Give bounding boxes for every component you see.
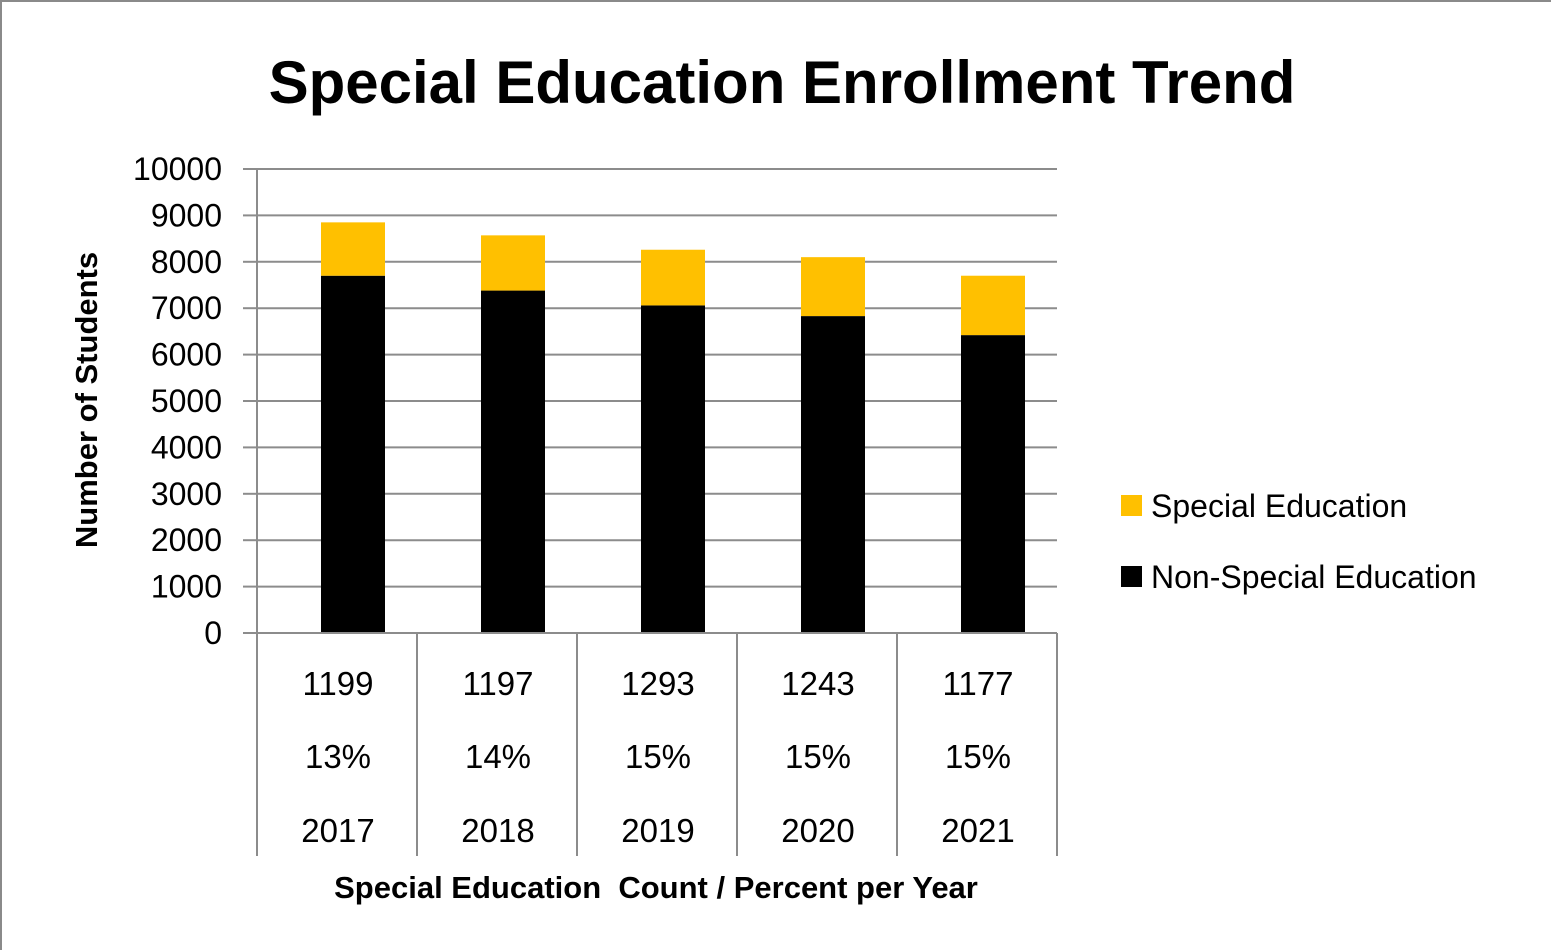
category-year-label: 2019 [621,812,694,849]
y-tick-label: 3000 [151,476,222,512]
legend-label: Non-Special Education [1151,559,1477,595]
category-count-label: 1293 [621,665,694,702]
y-tick-label: 8000 [151,244,222,280]
y-tick-label: 0 [204,615,222,651]
bar-non-special-education-2018 [481,290,545,633]
category-count-label: 1243 [781,665,854,702]
x-axis-title: Special Education Count / Percent per Ye… [334,870,978,905]
y-tick-label: 4000 [151,429,222,465]
bar-non-special-education-2019 [641,305,705,633]
y-tick-label: 1000 [151,569,222,605]
y-tick-labels: 0 1000 2000 3000 4000 5000 6000 7000 8000 9000 100… [133,151,222,651]
bars [321,222,1025,633]
legend-swatch [1121,566,1142,587]
bar-non-special-education-2020 [801,316,865,633]
axes [256,169,1058,856]
bar-non-special-education-2021 [961,335,1025,633]
y-tick-label: 9000 [151,197,222,233]
bar-special-education-2021 [961,275,1025,336]
category-year-label: 2018 [461,812,534,849]
y-tick-label: 10000 [133,151,222,187]
bar-special-education-2017 [321,222,385,276]
y-tick-label: 6000 [151,337,222,373]
category-year-label: 2021 [941,812,1014,849]
bar-special-education-2018 [481,235,545,291]
category-count-label: 1197 [463,665,534,702]
category-count-label: 1199 [303,665,374,702]
category-percent-label: 15% [945,738,1011,775]
y-axis-title: Number of Students [69,252,104,548]
category-labels: 1199 13% 2017 1197 14% 2018 1293 15% 2019 1243 15%… [301,665,1014,849]
y-tick-label: 2000 [151,522,222,558]
category-year-label: 2017 [301,812,374,849]
category-percent-label: 13% [305,738,371,775]
bar-special-education-2019 [641,249,705,306]
bar-non-special-education-2017 [321,275,385,633]
bar-special-education-2020 [801,257,865,317]
category-percent-label: 14% [465,738,531,775]
y-tick-label: 5000 [151,383,222,419]
chart-title: Special Education Enrollment Trend [269,49,1296,116]
category-percent-label: 15% [785,738,851,775]
category-year-label: 2020 [781,812,854,849]
legend-label: Special Education [1151,488,1407,524]
legend-swatch [1121,495,1142,516]
category-percent-label: 15% [625,738,691,775]
legend: Special Education Non-Special Education [1121,488,1477,595]
y-tick-label: 7000 [151,290,222,326]
category-count-label: 1177 [943,665,1014,702]
